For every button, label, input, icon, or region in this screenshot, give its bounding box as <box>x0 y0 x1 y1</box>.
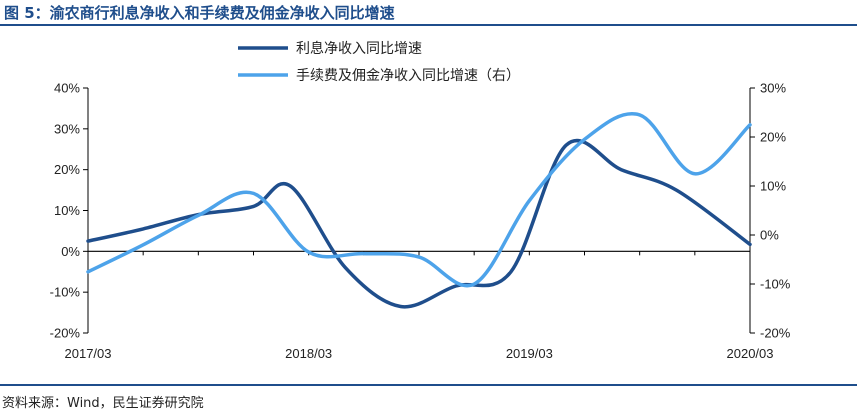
left-tick-label: 0% <box>61 244 80 259</box>
x-tick-label: 2019/03 <box>506 346 553 361</box>
right-tick-label: -10% <box>760 277 791 292</box>
x-tick-label: 2018/03 <box>285 346 332 361</box>
right-tick-label: -20% <box>760 326 791 341</box>
left-tick-label: -10% <box>50 285 81 300</box>
figure-title: 图 5：渝农商行利息净收入和手续费及佣金净收入同比增速 <box>4 4 395 22</box>
fee-commission-income-line <box>86 112 752 288</box>
source-note: 资料来源：Wind，民生证券研究院 <box>2 396 204 411</box>
x-tick-label: 2020/03 <box>727 346 774 361</box>
left-tick-label: 10% <box>54 203 80 218</box>
left-tick-label: 20% <box>54 162 80 177</box>
right-tick-label: 10% <box>760 179 786 194</box>
chart-axes: -20% -10% 0% 10% 20% 30% 40% -20% -10% 0% 10% 20% 30… <box>50 81 791 362</box>
source-rule <box>0 384 857 386</box>
right-tick-label: 0% <box>760 228 779 243</box>
x-tick-label: 2017/03 <box>65 346 112 361</box>
net-interest-income-line <box>86 138 752 309</box>
chart-series <box>86 112 752 309</box>
left-tick-label: 30% <box>54 121 80 136</box>
right-tick-label: 30% <box>760 81 786 96</box>
legend-label-fee-commission: 手续费及佣金净收入同比增速（右） <box>296 67 520 84</box>
left-tick-label: -20% <box>50 326 81 341</box>
right-tick-label: 20% <box>760 130 786 145</box>
left-tick-label: 40% <box>54 81 80 96</box>
legend-label-net-interest: 利息净收入同比增速 <box>296 40 422 57</box>
title-rule <box>0 24 857 26</box>
